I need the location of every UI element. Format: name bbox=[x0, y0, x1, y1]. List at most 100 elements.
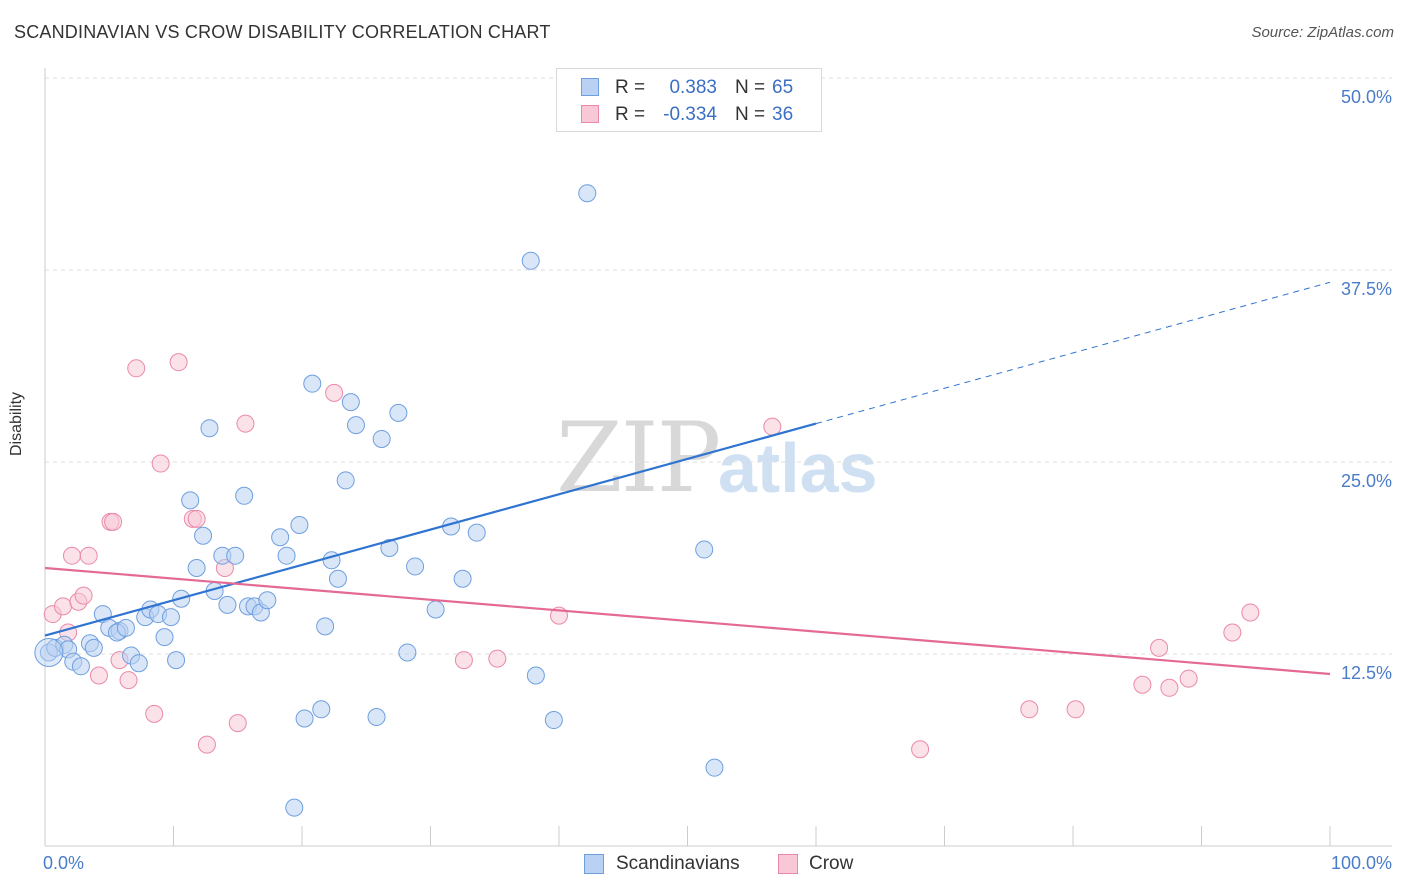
scandinavian-point bbox=[346, 416, 365, 435]
scandinavian-point bbox=[226, 546, 245, 565]
legend-n-label: N = bbox=[735, 77, 766, 98]
scandinavian-point bbox=[295, 709, 314, 728]
scandinavian-point bbox=[235, 486, 254, 505]
scandinavian-point bbox=[258, 591, 277, 610]
scandinavian-point bbox=[129, 654, 148, 673]
scandinavian-point bbox=[578, 184, 597, 203]
chart-title: SCANDINAVIAN VS CROW DISABILITY CORRELAT… bbox=[14, 22, 551, 42]
crow-point bbox=[169, 353, 188, 372]
scandinavian-point bbox=[181, 491, 200, 510]
scandinavian-point bbox=[695, 540, 714, 559]
scandinavian-point-cluster bbox=[34, 637, 64, 667]
crow-point bbox=[127, 359, 146, 378]
y-tick-label: 50.0% bbox=[1341, 87, 1392, 107]
scandinavian-point bbox=[398, 643, 417, 662]
scandinavian-point bbox=[271, 528, 290, 547]
scandinavian-point bbox=[380, 539, 399, 558]
crow-point bbox=[197, 735, 216, 754]
crow-point bbox=[1241, 603, 1260, 622]
correlation-legend: R = 0.383 N = 65 R = -0.334 N = 36 bbox=[556, 68, 822, 132]
crow-point bbox=[911, 740, 930, 759]
scandinavian-point bbox=[316, 617, 335, 636]
crow-point bbox=[79, 546, 98, 565]
scandinavian-point bbox=[372, 429, 391, 448]
x-tick-label-start: 0.0% bbox=[43, 853, 84, 873]
legend-label-scandinavians: Scandinavians bbox=[616, 853, 740, 874]
scandinavian-points bbox=[34, 108, 724, 817]
crow-point bbox=[488, 649, 507, 668]
crow-point bbox=[1133, 675, 1152, 694]
crow-point bbox=[763, 417, 782, 436]
crow-point bbox=[104, 512, 123, 531]
x-tick-label-end: 100.0% bbox=[1331, 853, 1392, 873]
legend-row-scandinavians: R = 0.383 N = 65 bbox=[557, 74, 821, 100]
scandinavian-point bbox=[285, 798, 304, 817]
scandinavian-point bbox=[290, 515, 309, 534]
grid-lines bbox=[45, 77, 1392, 655]
scandinavian-point bbox=[161, 608, 180, 627]
scandinavian-point bbox=[277, 546, 296, 565]
scandinavian-point bbox=[367, 707, 386, 726]
crow-point bbox=[1066, 700, 1085, 719]
y-tick-label: 37.5% bbox=[1341, 279, 1392, 299]
scandinavian-point bbox=[303, 374, 322, 393]
scandinavian-point bbox=[544, 711, 563, 730]
crow-point bbox=[145, 704, 164, 723]
scandinavian-point bbox=[341, 393, 360, 412]
legend-n-value: 36 bbox=[772, 104, 794, 125]
scandinavian-point bbox=[218, 595, 237, 614]
crow-point bbox=[62, 546, 81, 565]
crow-point bbox=[1223, 623, 1242, 642]
scandinavian-point bbox=[312, 700, 331, 719]
legend-swatch-blue bbox=[581, 78, 599, 96]
crow-point bbox=[74, 586, 93, 605]
scandinavian-point bbox=[328, 569, 347, 588]
legend-r-label: R = bbox=[615, 77, 646, 98]
crow-point bbox=[228, 714, 247, 733]
scandinavian-trend-line bbox=[44, 422, 817, 637]
scandinavian-point bbox=[194, 526, 213, 545]
legend-swatch-pink bbox=[778, 854, 798, 874]
crow-point bbox=[53, 597, 72, 616]
scandinavian-trend-extension bbox=[815, 281, 1331, 425]
scandinavian-point bbox=[467, 523, 486, 542]
scandinavian-point bbox=[84, 638, 103, 657]
crow-point bbox=[1179, 669, 1198, 688]
scandinavian-point bbox=[453, 569, 472, 588]
scandinavian-point bbox=[389, 403, 408, 422]
legend-n-label: N = bbox=[735, 104, 766, 125]
ticks bbox=[44, 826, 1331, 846]
legend-swatch-blue bbox=[584, 854, 604, 874]
scandinavian-point bbox=[336, 471, 355, 490]
scandinavian-point bbox=[71, 657, 90, 676]
crow-point bbox=[1160, 678, 1179, 697]
crow-point bbox=[1150, 638, 1169, 657]
watermark-atlas: atlas bbox=[718, 429, 878, 507]
crow-trend-line bbox=[44, 566, 1331, 676]
scandinavian-point bbox=[167, 651, 186, 670]
scandinavian-point bbox=[521, 251, 540, 270]
axes bbox=[44, 68, 1392, 847]
y-tick-label: 25.0% bbox=[1341, 471, 1392, 491]
scandinavian-point bbox=[526, 666, 545, 685]
scandinavian-point bbox=[406, 557, 425, 576]
crow-point bbox=[325, 383, 344, 402]
crow-point bbox=[1020, 700, 1039, 719]
scandinavian-point bbox=[426, 600, 445, 619]
crow-point bbox=[89, 666, 108, 685]
crow-point bbox=[119, 671, 138, 690]
chart-source: Source: ZipAtlas.com bbox=[1251, 24, 1394, 41]
scandinavian-point bbox=[116, 618, 135, 637]
crow-point bbox=[454, 651, 473, 670]
trend-lines bbox=[44, 281, 1331, 676]
legend-n-value: 65 bbox=[772, 77, 794, 98]
crow-point bbox=[151, 454, 170, 473]
tick-labels: 12.5% 25.0% 37.5% 50.0% 0.0% 100.0% bbox=[43, 87, 1392, 873]
legend-r-value: 0.383 bbox=[669, 77, 717, 98]
scandinavian-point bbox=[155, 628, 174, 647]
y-axis-label: Disability bbox=[8, 391, 25, 456]
legend-row-crow: R = -0.334 N = 36 bbox=[557, 101, 821, 127]
legend-label-crow: Crow bbox=[809, 853, 854, 874]
crow-point bbox=[187, 509, 206, 528]
